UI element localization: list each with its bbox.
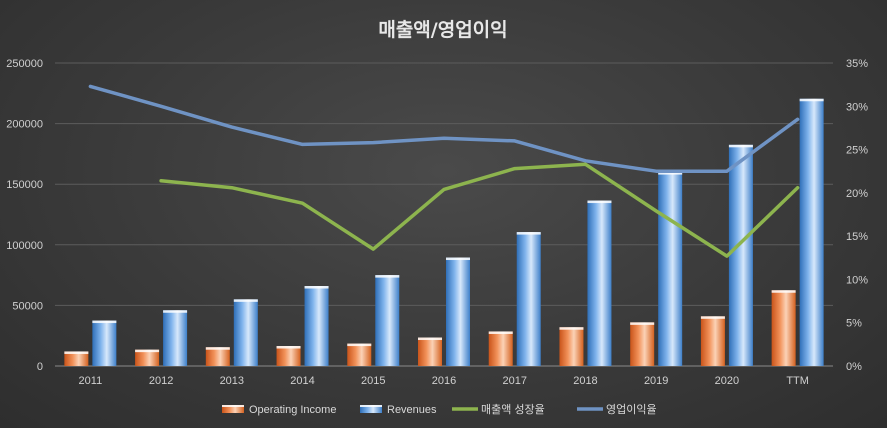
bar-operating-income [205, 347, 230, 366]
bar-cap [418, 337, 442, 341]
bar-cap [347, 343, 372, 347]
x-axis-tick-label: 2011 [79, 375, 103, 387]
bar-cap [771, 290, 796, 293]
bar-operating-income [771, 290, 796, 366]
legend-swatch-cap [222, 405, 244, 407]
x-axis-tick-label: 2019 [644, 375, 668, 387]
right-axis-tick-label: 25% [846, 145, 868, 157]
bar-operating-income [488, 331, 513, 366]
bar-revenues [375, 275, 400, 366]
x-axis-tick-label: 2018 [573, 375, 597, 387]
bar-revenues [728, 144, 753, 366]
bar-cap [205, 347, 230, 350]
right-axis-tick-label: 5% [846, 318, 862, 330]
left-axis-ticks: 0 50000 100000 150000 200000 250000 [6, 58, 43, 373]
x-axis-tick-label: 2012 [149, 375, 173, 387]
bar-cap [375, 275, 400, 278]
bar-cap [233, 299, 258, 302]
bar-cap [630, 322, 655, 325]
bar-operating-income [276, 346, 301, 366]
bar-revenues [516, 232, 541, 366]
legend-label: Revenues [387, 404, 437, 416]
x-axis-tick-label: 2013 [220, 375, 244, 387]
left-axis-tick-label: 50000 [12, 300, 43, 312]
lines [88, 84, 800, 258]
bar-revenues [163, 310, 188, 366]
bar-cap [728, 144, 753, 148]
bar-cap [658, 172, 683, 175]
bar-revenues [304, 286, 329, 366]
bar-cap [163, 310, 188, 313]
left-axis-tick-label: 200000 [6, 119, 43, 131]
x-axis-tick-label: 2020 [715, 375, 739, 387]
bar-operating-income [559, 327, 584, 366]
bar-cap [92, 320, 117, 324]
bar-cap [135, 349, 160, 353]
growth-rate-line [159, 162, 800, 258]
legend-swatch [222, 405, 244, 413]
x-axis-ticks: 2011 2012 2013 2014 2015 2016 2017 2018 2019 2020… [79, 375, 809, 387]
x-axis-tick-label: 2017 [502, 375, 526, 387]
bar-cap [446, 257, 470, 261]
left-axis-tick-label: 100000 [6, 240, 43, 252]
bar-cap [276, 346, 301, 349]
operating-margin-line [88, 84, 800, 173]
x-axis-tick-label: 2015 [361, 375, 385, 387]
left-axis-tick-label: 0 [37, 361, 43, 373]
legend-swatch-cap [360, 405, 382, 407]
legend-label: 매출액 성장율 [481, 403, 545, 416]
right-axis-tick-label: 15% [846, 231, 868, 243]
bar-revenues [587, 200, 612, 366]
bar-operating-income [135, 349, 160, 366]
chart-title: 매출액/영업이익 [378, 19, 507, 41]
left-axis-tick-label: 150000 [6, 179, 43, 191]
bar-cap [64, 351, 89, 354]
legend: Operating Income Revenues 매출액 성장율 영업이익율 [222, 403, 657, 416]
bar-cap [304, 286, 329, 289]
bar-revenues [92, 320, 117, 366]
right-axis-ticks: 0% 5% 10% 15% 20% 25% 30% 35% [846, 58, 868, 373]
bar-operating-income [630, 322, 655, 366]
legend-label: 영업이익율 [606, 403, 657, 416]
bar-operating-income [418, 337, 442, 366]
bar-cap [799, 98, 824, 102]
bar-cap [516, 232, 541, 235]
bar-cap [559, 327, 584, 330]
right-axis-tick-label: 35% [846, 58, 868, 70]
bar-cap [587, 200, 612, 204]
bar-revenues [233, 299, 258, 366]
legend-swatch [360, 405, 382, 413]
right-axis-tick-label: 20% [846, 188, 868, 200]
right-axis-tick-label: 10% [846, 274, 868, 286]
legend-label: Operating Income [249, 404, 336, 416]
bar-revenues [799, 98, 824, 366]
bar-operating-income [64, 351, 89, 366]
right-axis-tick-label: 0% [846, 361, 862, 373]
bar-cap [700, 316, 725, 319]
bars [64, 98, 824, 366]
bar-operating-income [347, 343, 372, 366]
bar-revenues [658, 172, 683, 366]
left-axis-tick-label: 250000 [6, 58, 43, 70]
x-axis-tick-label: 2014 [290, 375, 314, 387]
right-axis-tick-label: 30% [846, 101, 868, 113]
x-axis-tick-label: TTM [786, 375, 809, 387]
bar-revenues [446, 257, 470, 366]
bar-operating-income [700, 316, 725, 366]
x-axis-tick-label: 2016 [432, 375, 456, 387]
bar-cap [488, 331, 513, 334]
